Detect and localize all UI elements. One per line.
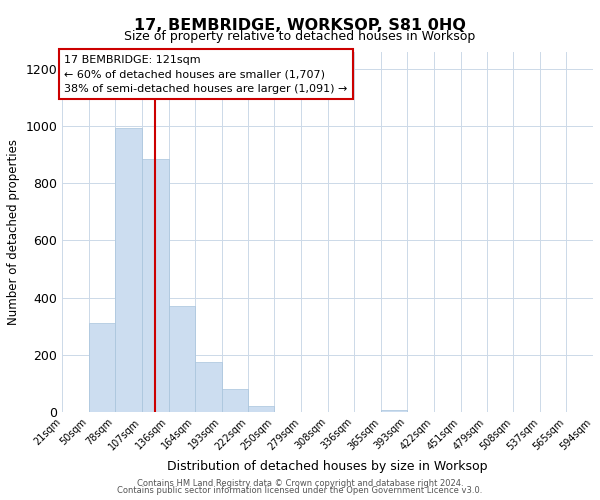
Text: Size of property relative to detached houses in Worksop: Size of property relative to detached ho… <box>124 30 476 43</box>
Text: 17, BEMBRIDGE, WORKSOP, S81 0HQ: 17, BEMBRIDGE, WORKSOP, S81 0HQ <box>134 18 466 32</box>
Bar <box>381 410 407 412</box>
X-axis label: Distribution of detached houses by size in Worksop: Distribution of detached houses by size … <box>167 460 488 473</box>
Bar <box>89 324 115 412</box>
Bar <box>115 128 142 412</box>
Bar <box>221 389 248 412</box>
Bar <box>142 159 169 412</box>
Text: 17 BEMBRIDGE: 121sqm
← 60% of detached houses are smaller (1,707)
38% of semi-de: 17 BEMBRIDGE: 121sqm ← 60% of detached h… <box>64 55 347 94</box>
Bar <box>248 406 274 412</box>
Bar <box>195 362 221 412</box>
Text: Contains public sector information licensed under the Open Government Licence v3: Contains public sector information licen… <box>118 486 482 495</box>
Text: Contains HM Land Registry data © Crown copyright and database right 2024.: Contains HM Land Registry data © Crown c… <box>137 478 463 488</box>
Bar <box>169 306 195 412</box>
Y-axis label: Number of detached properties: Number of detached properties <box>7 139 20 325</box>
